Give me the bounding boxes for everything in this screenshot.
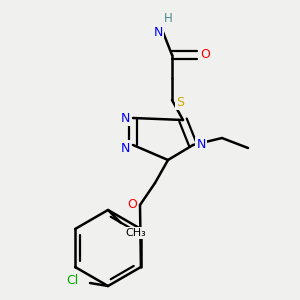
Text: O: O	[127, 199, 137, 212]
Text: N: N	[153, 26, 163, 38]
Text: N: N	[120, 112, 130, 124]
Text: O: O	[200, 49, 210, 62]
Text: CH₃: CH₃	[126, 228, 146, 238]
Text: N: N	[120, 142, 130, 154]
Text: S: S	[176, 95, 184, 109]
Text: H: H	[164, 11, 172, 25]
Text: Cl: Cl	[66, 274, 78, 287]
Text: N: N	[196, 139, 206, 152]
